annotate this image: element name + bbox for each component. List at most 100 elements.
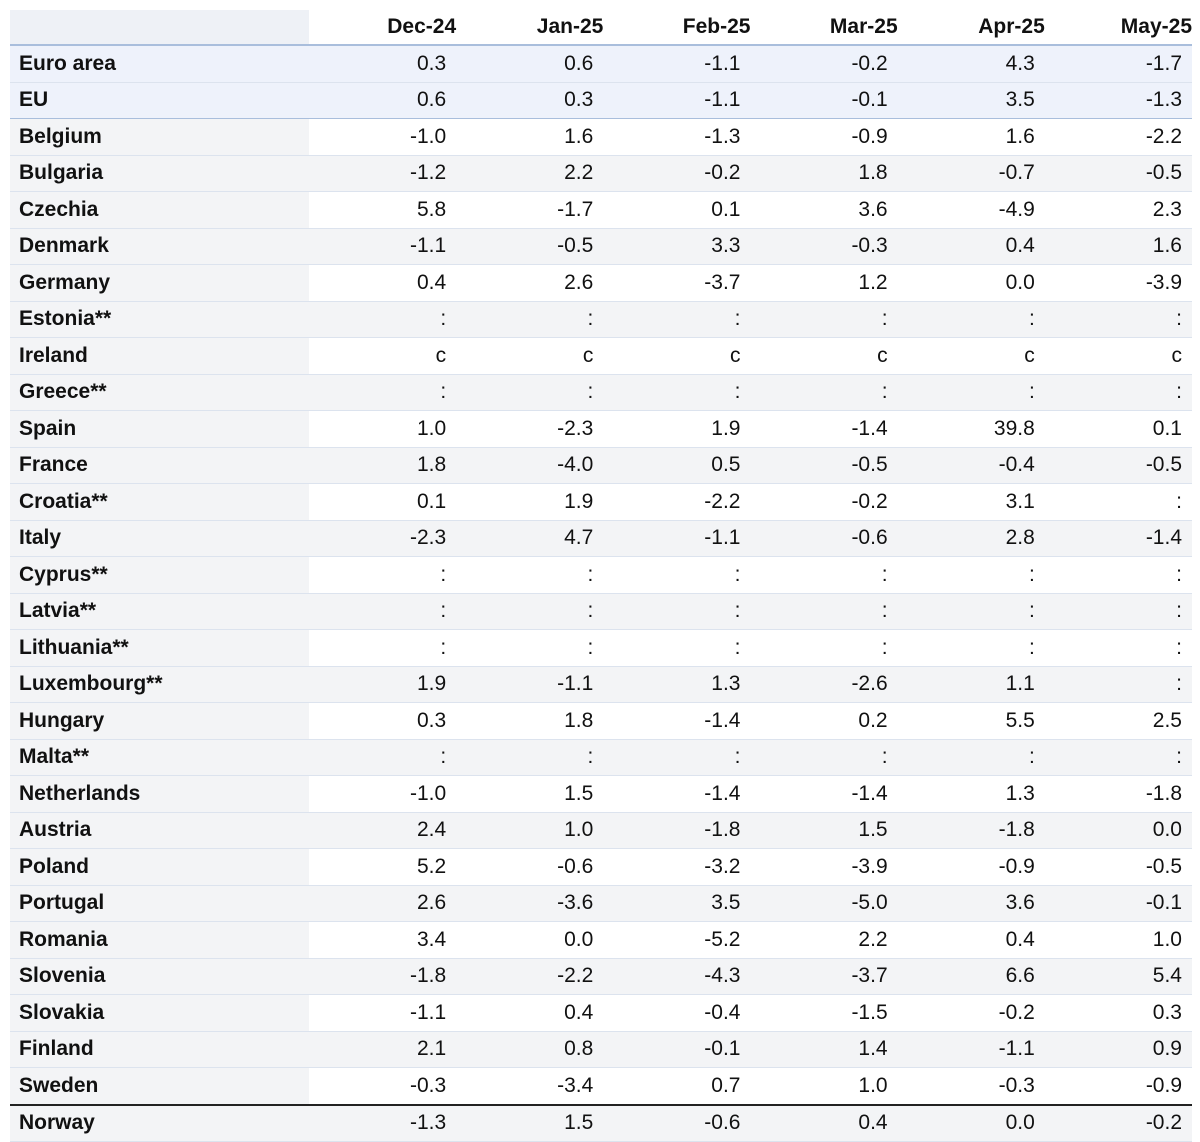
table-row: Greece**:::::: — [10, 374, 1192, 411]
value-cell: 2.5 — [1044, 702, 1192, 740]
value-cell: 0.1 — [309, 483, 457, 521]
column-header: Apr-25 — [897, 10, 1045, 46]
value-cell: : — [1044, 556, 1192, 594]
value-cell: -1.3 — [309, 1104, 457, 1142]
value-cell: 5.5 — [897, 702, 1045, 740]
value-cell: -0.2 — [1044, 1104, 1192, 1142]
value-cell: 0.6 — [309, 82, 457, 119]
row-label: Germany — [10, 264, 309, 302]
row-label: Netherlands — [10, 775, 309, 813]
row-label: Croatia** — [10, 483, 309, 521]
table-row: Portugal 2.6 -3.6 3.5 -5.0 3.6 -0.1 — [10, 885, 1192, 922]
value-cell: 1.5 — [750, 812, 898, 849]
value-cell: -4.3 — [603, 958, 751, 995]
value-cell: -1.4 — [1044, 520, 1192, 557]
value-cell: 1.9 — [309, 666, 457, 703]
value-cell: : — [456, 629, 604, 667]
value-cell: -0.1 — [603, 1031, 751, 1068]
value-cell: 4.3 — [897, 45, 1045, 83]
table-row: Bulgaria -1.2 2.2 -0.2 1.8 -0.7 -0.5 — [10, 155, 1192, 192]
value-cell: -1.8 — [309, 958, 457, 995]
value-cell: : — [456, 556, 604, 594]
value-cell: c — [603, 337, 751, 375]
value-cell: 3.4 — [309, 921, 457, 959]
value-cell: : — [456, 374, 604, 411]
table-row: Cyprus**:::::: — [10, 556, 1192, 594]
value-cell: -2.2 — [456, 958, 604, 995]
column-header: May-25 — [1044, 10, 1192, 46]
value-cell: -1.3 — [1044, 82, 1192, 119]
value-cell: 39.8 — [897, 410, 1045, 448]
value-cell: -1.7 — [456, 191, 604, 229]
value-cell: -1.2 — [309, 155, 457, 192]
value-cell: 1.0 — [1044, 921, 1192, 959]
value-cell: 0.3 — [1044, 994, 1192, 1032]
value-cell: : — [309, 374, 457, 411]
table-header: Dec-24 Jan-25 Feb-25 Mar-25 Apr-25 May-2… — [10, 10, 1192, 46]
value-cell: 0.1 — [603, 191, 751, 229]
value-cell: 0.1 — [1044, 410, 1192, 448]
value-cell: 2.4 — [309, 812, 457, 849]
value-cell: 0.4 — [897, 228, 1045, 265]
table-row: Czechia 5.8 -1.7 0.1 3.6 -4.9 2.3 — [10, 191, 1192, 229]
value-cell: 1.0 — [750, 1067, 898, 1106]
value-cell: : — [456, 739, 604, 776]
value-cell: 3.1 — [897, 483, 1045, 521]
value-cell: c — [456, 337, 604, 375]
value-cell: -1.1 — [309, 994, 457, 1032]
value-cell: : — [750, 629, 898, 667]
value-cell: : — [309, 629, 457, 667]
value-cell: : — [1044, 593, 1192, 630]
table-row: Sweden -0.3 -3.4 0.7 1.0 -0.3 -0.9 — [10, 1067, 1192, 1106]
value-cell: 0.4 — [750, 1104, 898, 1142]
column-header: Dec-24 — [309, 10, 457, 46]
value-cell: : — [603, 301, 751, 338]
row-label: Greece** — [10, 374, 309, 411]
table-body: Euro area 0.3 0.6 -1.1 -0.2 4.3 -1.7 EU 0.6 0.3 -1… — [10, 45, 1192, 1142]
row-label: Luxembourg** — [10, 666, 309, 703]
value-cell: -0.5 — [1044, 155, 1192, 192]
row-label: Estonia** — [10, 301, 309, 338]
value-cell: -0.2 — [750, 45, 898, 83]
row-label: Sweden — [10, 1067, 309, 1106]
value-cell: 0.3 — [309, 702, 457, 740]
value-cell: 3.6 — [897, 885, 1045, 922]
value-cell: 1.2 — [750, 264, 898, 302]
row-label: Euro area — [10, 45, 309, 83]
table-row: France 1.8 -4.0 0.5 -0.5 -0.4 -0.5 — [10, 447, 1192, 484]
table-row: Ireland c c c c c c — [10, 337, 1192, 375]
value-cell: 0.0 — [456, 921, 604, 959]
value-cell: -0.7 — [897, 155, 1045, 192]
value-cell: -3.9 — [1044, 264, 1192, 302]
value-cell: -0.5 — [1044, 848, 1192, 886]
row-label: Poland — [10, 848, 309, 886]
value-cell: -1.1 — [603, 82, 751, 119]
value-cell: 1.8 — [309, 447, 457, 484]
row-label: France — [10, 447, 309, 484]
header-row: Dec-24 Jan-25 Feb-25 Mar-25 Apr-25 May-2… — [10, 10, 1192, 46]
table-row: Spain 1.0 -2.3 1.9 -1.4 39.8 0.1 — [10, 410, 1192, 448]
value-cell: : — [750, 556, 898, 594]
value-cell: -1.4 — [603, 775, 751, 813]
value-cell: : — [897, 301, 1045, 338]
table-row: Finland 2.1 0.8 -0.1 1.4 -1.1 0.9 — [10, 1031, 1192, 1068]
value-cell: 0.6 — [456, 45, 604, 83]
value-cell: 1.4 — [750, 1031, 898, 1068]
value-cell: -0.3 — [897, 1067, 1045, 1106]
value-cell: : — [750, 374, 898, 411]
value-cell: -1.8 — [1044, 775, 1192, 813]
value-cell: -1.1 — [603, 520, 751, 557]
value-cell: 1.6 — [1044, 228, 1192, 265]
value-cell: -3.7 — [750, 958, 898, 995]
row-label: Bulgaria — [10, 155, 309, 192]
table-row: Denmark -1.1 -0.5 3.3 -0.3 0.4 1.6 — [10, 228, 1192, 265]
value-cell: : — [1044, 483, 1192, 521]
column-header: Mar-25 — [750, 10, 898, 46]
value-cell: 5.4 — [1044, 958, 1192, 995]
table-row: Romania 3.4 0.0 -5.2 2.2 0.4 1.0 — [10, 921, 1192, 959]
value-cell: : — [1044, 301, 1192, 338]
value-cell: -5.0 — [750, 885, 898, 922]
value-cell: -1.5 — [750, 994, 898, 1032]
value-cell: -1.4 — [603, 702, 751, 740]
row-label: Belgium — [10, 118, 309, 156]
